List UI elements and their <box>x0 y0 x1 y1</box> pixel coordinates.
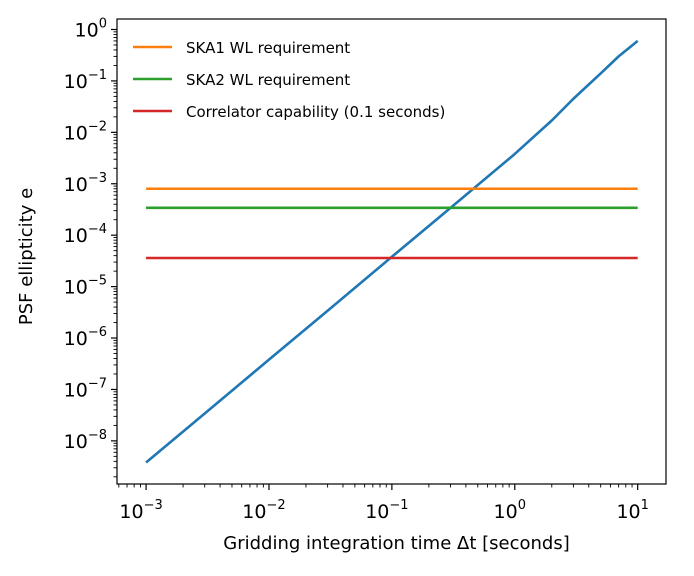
legend-label: Correlator capability (0.1 seconds) <box>186 103 445 121</box>
y-axis-ticks: 10−8 10−7 10−6 10−5 10−4 10−3 10−2 10−1 100 <box>64 16 117 453</box>
y-tick-label: 10−6 <box>64 325 107 350</box>
series-line-0 <box>145 39 639 464</box>
x-tick-label: 10−3 <box>119 498 162 523</box>
x-axis-label: Gridding integration time Δt [seconds] <box>223 533 569 554</box>
x-tick-label: 10−1 <box>365 498 408 523</box>
x-tick-label: 10−2 <box>242 498 285 523</box>
y-tick-label: 10−7 <box>64 376 107 401</box>
x-tick-label: 100 <box>494 498 526 523</box>
y-tick-label: 10−5 <box>64 274 107 299</box>
x-tick-label: 101 <box>616 498 648 523</box>
y-tick-label: 10−1 <box>64 68 107 93</box>
series-layer <box>145 39 639 464</box>
y-tick-label: 10−3 <box>64 171 107 196</box>
y-tick-label: 10−2 <box>64 119 107 144</box>
y-tick-label: 10−8 <box>64 428 107 453</box>
y-tick-label: 10−4 <box>64 222 107 247</box>
x-axis-ticks: 10−3 10−2 10−1 100 101 <box>119 484 649 523</box>
y-axis-label: PSF ellipticity e <box>16 188 37 325</box>
legend-label: SKA2 WL requirement <box>186 71 350 89</box>
y-tick-label: 100 <box>75 16 107 41</box>
minor-ticks <box>113 31 633 488</box>
legend: SKA1 WL requirement SKA2 WL requirement Co… <box>133 39 445 121</box>
legend-label: SKA1 WL requirement <box>186 39 350 57</box>
